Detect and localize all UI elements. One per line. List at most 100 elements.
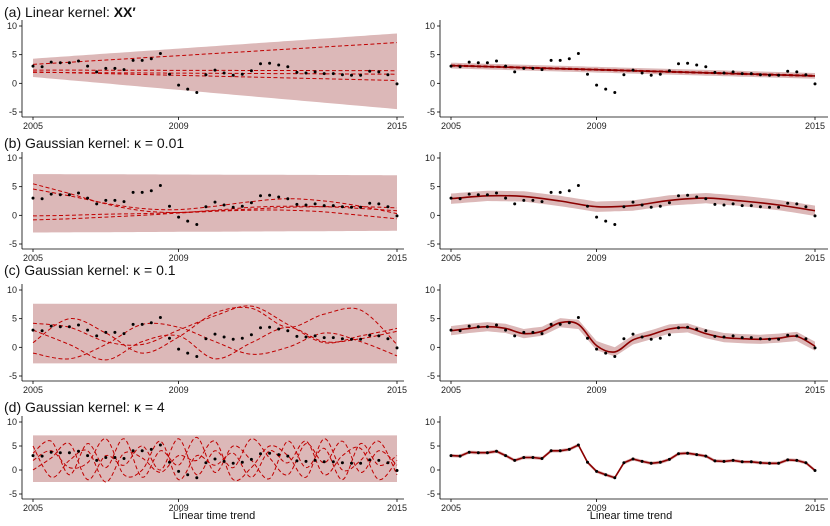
data-point <box>713 459 717 463</box>
y-tick-label: 10 <box>425 285 435 295</box>
data-point <box>586 460 589 464</box>
data-point <box>286 197 290 201</box>
data-point <box>377 458 381 462</box>
data-point <box>113 66 117 70</box>
data-point <box>485 451 489 455</box>
data-point <box>649 461 653 465</box>
data-point <box>58 61 62 65</box>
data-point <box>531 330 535 334</box>
x-tick-label: 2015 <box>805 385 825 395</box>
data-point <box>777 461 781 465</box>
data-point <box>322 72 326 76</box>
x-tick-label: 2009 <box>587 253 607 263</box>
data-point <box>331 204 335 208</box>
data-point <box>804 337 808 341</box>
data-point <box>713 334 717 338</box>
data-point <box>649 73 653 77</box>
data-point <box>31 328 35 332</box>
data-point <box>695 453 699 457</box>
data-point <box>467 192 471 196</box>
data-point <box>168 460 171 464</box>
data-point <box>576 52 580 55</box>
y-tick-label: -5 <box>427 371 435 381</box>
data-point <box>104 330 108 334</box>
data-point <box>786 69 790 73</box>
sample-path-4 <box>32 71 398 75</box>
data-point <box>140 322 144 326</box>
data-point <box>386 337 390 341</box>
x-axis-label-left: Linear time trend <box>173 510 256 522</box>
data-point <box>204 337 208 341</box>
data-point <box>113 198 117 202</box>
data-point <box>704 65 708 69</box>
data-point <box>277 195 281 199</box>
data-point <box>231 461 235 465</box>
data-point <box>67 61 71 65</box>
y-tick-label: 0 <box>430 342 435 352</box>
chart-panel-a-posterior: -5 0 5 10 2005 2009 2015 <box>425 20 828 131</box>
data-point <box>449 454 453 458</box>
data-point <box>177 83 181 87</box>
data-point <box>613 91 617 94</box>
y-tick-label: 5 <box>12 182 17 192</box>
data-point <box>77 59 80 63</box>
data-point <box>567 321 571 325</box>
data-point <box>758 205 762 209</box>
data-point <box>813 82 817 86</box>
y-tick-label: 5 <box>430 441 435 451</box>
data-point <box>304 459 308 463</box>
data-point <box>40 329 44 333</box>
data-point <box>768 337 771 341</box>
data-point <box>95 334 99 338</box>
data-point <box>49 324 53 328</box>
data-point <box>104 198 108 202</box>
data-point <box>576 443 580 447</box>
y-tick-label: -5 <box>9 371 17 381</box>
data-point <box>158 184 162 187</box>
data-point <box>113 330 117 334</box>
data-point <box>586 204 589 208</box>
data-point <box>613 355 617 358</box>
data-point <box>813 346 817 350</box>
chart-panel-c-posterior: -5 0 5 10 2005 2009 2015 <box>425 284 828 395</box>
x-tick-label: 2015 <box>387 503 407 513</box>
data-point <box>495 449 498 453</box>
data-point <box>131 190 135 194</box>
data-point <box>259 62 262 66</box>
data-point <box>40 65 44 69</box>
data-point <box>595 469 599 473</box>
x-tick-label: 2005 <box>23 121 43 131</box>
data-point <box>195 223 199 226</box>
data-point <box>786 201 790 205</box>
data-point <box>58 193 62 197</box>
data-point <box>168 72 171 76</box>
chart-panel-b-prior: -5 0 5 10 2005 2009 2015 <box>7 152 407 263</box>
data-point <box>350 337 353 341</box>
data-point <box>640 71 644 75</box>
data-point <box>222 459 226 463</box>
data-point <box>158 443 162 447</box>
data-point <box>777 337 781 341</box>
data-point <box>622 73 626 77</box>
data-point <box>722 459 726 463</box>
data-point <box>286 329 290 333</box>
chart-panel-a-prior: -5 0 5 10 2005 2009 2015 <box>7 20 407 131</box>
x-tick-label: 2009 <box>169 253 189 263</box>
y-tick-label: 0 <box>12 465 17 475</box>
data-point <box>186 351 190 355</box>
chart-panel-c-prior: -5 0 5 10 2005 2009 2015 <box>7 284 407 395</box>
data-point <box>249 457 253 461</box>
data-point <box>576 316 580 319</box>
data-point <box>495 323 498 327</box>
y-tick-label: 0 <box>12 78 17 88</box>
data-point <box>340 73 344 77</box>
y-tick-label: 0 <box>430 78 435 88</box>
data-point <box>213 68 217 72</box>
data-point <box>704 197 708 201</box>
data-point <box>485 325 489 329</box>
data-point <box>340 461 344 465</box>
sample-path-1 <box>32 436 398 481</box>
data-point <box>495 59 498 63</box>
data-point <box>104 66 108 70</box>
panel-title-a: (a) Linear kernel: XX′ <box>4 4 136 20</box>
